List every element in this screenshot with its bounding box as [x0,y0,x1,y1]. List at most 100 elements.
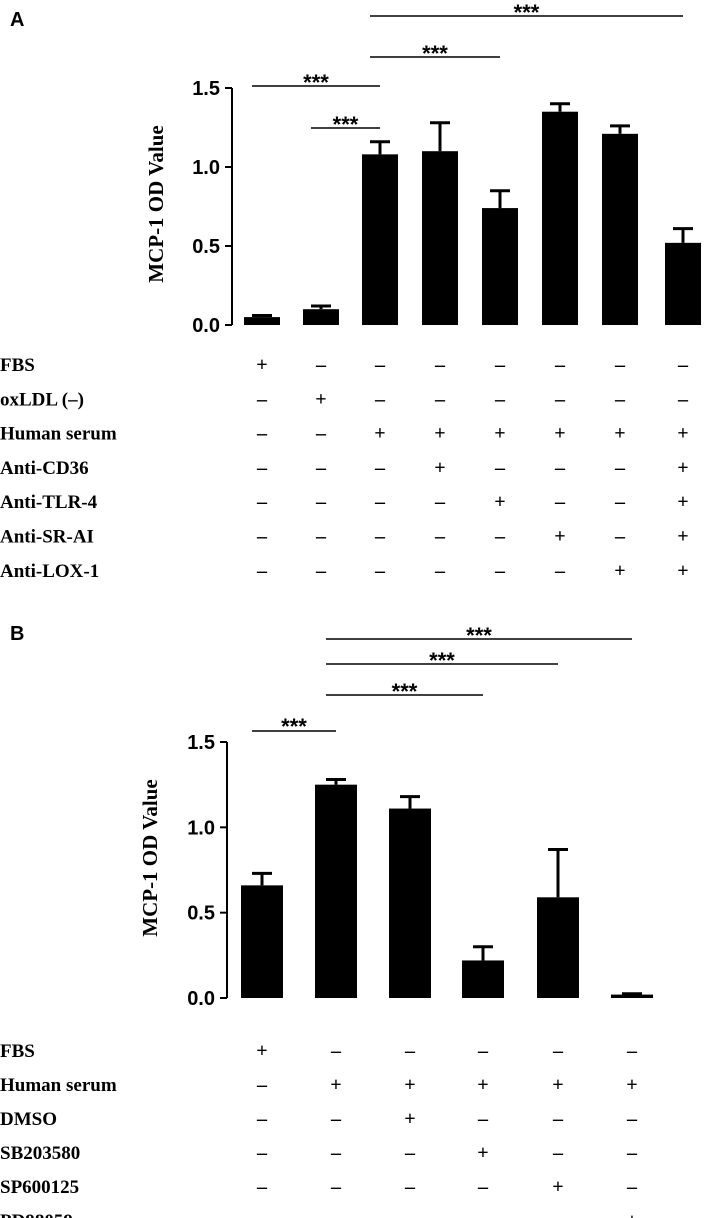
significance-stars: *** [514,0,540,25]
bar [315,784,357,998]
plus-sign: + [404,1074,415,1096]
minus-sign: – [330,1176,342,1198]
condition-label: Anti-TLR-4 [0,492,98,513]
plus-sign: + [554,526,565,548]
condition-label: Human serum [0,1075,117,1096]
minus-sign: – [256,1074,268,1096]
plus-sign: + [404,1108,415,1130]
plus-sign: + [374,423,385,445]
minus-sign: – [477,1040,489,1062]
minus-sign: – [552,1040,564,1062]
plus-sign: + [677,423,688,445]
minus-sign: – [374,388,386,410]
plus-sign: + [494,423,505,445]
minus-sign: – [404,1040,416,1062]
bar [482,208,518,325]
minus-sign: – [374,354,386,376]
minus-sign: – [315,423,327,445]
minus-sign: – [374,457,386,479]
y-tick-label: 1.0 [192,157,220,179]
minus-sign: – [552,1142,564,1164]
plus-sign: + [626,1074,637,1096]
plus-sign: + [677,526,688,548]
minus-sign: – [494,354,506,376]
minus-sign: – [477,1210,489,1218]
minus-sign: – [315,526,327,548]
condition-label: Anti-SR-AI [0,527,94,548]
bar [303,309,339,325]
minus-sign: – [256,457,268,479]
plus-sign: + [256,354,267,376]
minus-sign: – [404,1176,416,1198]
minus-sign: – [374,491,386,513]
minus-sign: – [614,491,626,513]
minus-sign: – [626,1142,638,1164]
condition-label: FBS [0,355,35,376]
significance-stars: *** [422,41,448,66]
plus-sign: + [677,457,688,479]
minus-sign: – [404,1210,416,1218]
condition-label: DMSO [0,1109,57,1130]
minus-sign: – [434,526,446,548]
significance-stars: *** [429,648,455,673]
bar [537,897,579,998]
plus-sign: + [434,457,445,479]
y-tick-label: 0.5 [187,903,215,925]
condition-label: SB203580 [0,1143,80,1164]
bar [611,994,653,998]
plus-sign: + [552,1074,563,1096]
y-axis-label: MCP-1 OD Value [138,779,162,937]
minus-sign: – [554,560,566,582]
minus-sign: – [626,1108,638,1130]
minus-sign: – [256,1108,268,1130]
minus-sign: – [256,1210,268,1218]
plus-sign: + [477,1074,488,1096]
bar [665,242,701,325]
minus-sign: – [315,491,327,513]
y-axis-label: MCP-1 OD Value [144,125,168,283]
minus-sign: – [626,1176,638,1198]
minus-sign: – [554,388,566,410]
minus-sign: – [256,1176,268,1198]
plus-sign: + [434,423,445,445]
bar [542,111,578,325]
minus-sign: – [554,457,566,479]
minus-sign: – [434,388,446,410]
y-tick-label: 0.5 [192,236,220,258]
minus-sign: – [374,560,386,582]
minus-sign: – [614,354,626,376]
significance-stars: *** [392,679,418,704]
minus-sign: – [434,491,446,513]
minus-sign: – [256,423,268,445]
minus-sign: – [477,1176,489,1198]
plus-sign: + [494,491,505,513]
minus-sign: – [434,354,446,376]
y-tick-label: 1.5 [192,78,220,100]
minus-sign: – [614,526,626,548]
minus-sign: – [315,354,327,376]
minus-sign: – [614,457,626,479]
bar [602,133,638,325]
plus-sign: + [677,560,688,582]
condition-label: oxLDL (–) [0,389,84,410]
plus-sign: + [256,1040,267,1062]
panel-label-A: A [10,9,24,31]
minus-sign: – [404,1142,416,1164]
minus-sign: – [256,388,268,410]
condition-label: PD98059 [0,1211,73,1218]
significance-stars: *** [333,112,359,137]
minus-sign: – [256,1142,268,1164]
plus-sign: + [552,1176,563,1198]
minus-sign: – [554,354,566,376]
minus-sign: – [614,388,626,410]
condition-label: Anti-CD36 [0,458,89,479]
y-tick-label: 1.5 [187,732,215,754]
y-tick-label: 0.0 [187,988,215,1010]
minus-sign: – [256,560,268,582]
bar [362,154,398,325]
bar [389,808,431,998]
minus-sign: – [315,560,327,582]
plus-sign: + [554,423,565,445]
minus-sign: – [494,388,506,410]
plus-sign: + [677,491,688,513]
